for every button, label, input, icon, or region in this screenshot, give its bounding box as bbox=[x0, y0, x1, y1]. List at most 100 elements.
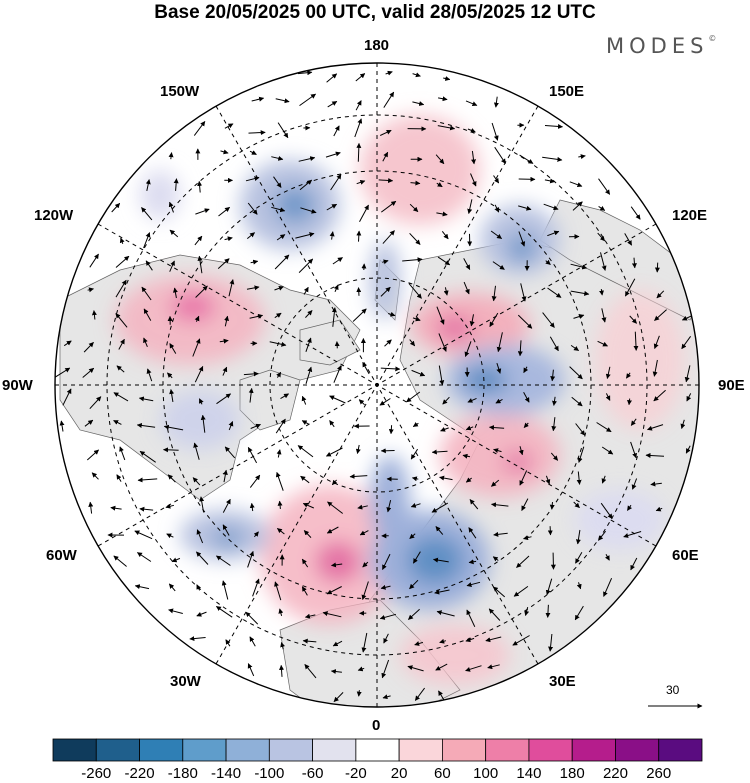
wind-vector bbox=[277, 122, 289, 139]
wind-vector bbox=[437, 125, 456, 131]
wind-vector bbox=[386, 499, 392, 513]
wind-vector bbox=[631, 478, 638, 490]
wind-vector bbox=[411, 476, 419, 482]
wind-vector bbox=[331, 479, 338, 486]
wind-vector bbox=[274, 312, 282, 319]
wind-vector bbox=[91, 310, 97, 320]
wind-vector bbox=[630, 441, 637, 459]
wind-vector bbox=[326, 203, 338, 211]
wind-vector bbox=[547, 287, 562, 298]
wind-vector bbox=[297, 70, 313, 76]
wind-vector bbox=[301, 586, 308, 596]
wind-vector bbox=[578, 154, 586, 160]
wind-vector bbox=[382, 230, 395, 244]
wind-vector bbox=[359, 204, 369, 222]
wind-vector bbox=[573, 501, 580, 509]
wind-vector bbox=[355, 100, 362, 111]
colorbar-label: 220 bbox=[602, 765, 628, 782]
wind-vector bbox=[570, 263, 588, 270]
wind-vector bbox=[356, 180, 366, 185]
wind-vector bbox=[523, 391, 530, 403]
wind-vector bbox=[172, 287, 178, 299]
wind-vector bbox=[545, 259, 551, 265]
wind-vector bbox=[330, 173, 342, 191]
wind-vector bbox=[137, 477, 158, 483]
wind-vector bbox=[569, 366, 583, 380]
wind-vector bbox=[624, 233, 633, 246]
wind-vector bbox=[383, 633, 389, 644]
graticule bbox=[55, 63, 699, 707]
wind-vector bbox=[327, 100, 338, 108]
wind-vector bbox=[326, 73, 338, 83]
wind-vector bbox=[301, 420, 310, 425]
wind-vector bbox=[195, 285, 208, 298]
wind-vector bbox=[304, 664, 317, 679]
wind-vector bbox=[333, 692, 344, 703]
wind-vector bbox=[605, 553, 610, 561]
wind-vector bbox=[492, 586, 506, 598]
wind-vector bbox=[438, 365, 445, 386]
wind-vector bbox=[469, 314, 475, 327]
wind-vector bbox=[224, 315, 229, 327]
wind-vector bbox=[382, 151, 389, 162]
wind-vector bbox=[115, 255, 130, 268]
wind-vector bbox=[496, 332, 503, 353]
wind-vector bbox=[598, 178, 611, 195]
wind-vector bbox=[412, 551, 421, 564]
wind-vector bbox=[548, 633, 554, 652]
map-title: Base 20/05/2025 00 UTC, valid 28/05/2025… bbox=[154, 2, 596, 23]
wind-vector bbox=[277, 500, 283, 509]
wind-vector bbox=[684, 365, 691, 383]
wind-vector bbox=[542, 156, 563, 162]
wind-vector bbox=[464, 341, 472, 357]
wind-vector bbox=[468, 559, 477, 565]
wind-vector bbox=[381, 659, 390, 679]
wind-vector bbox=[194, 365, 204, 383]
wind-vector bbox=[496, 362, 502, 374]
wind-vector bbox=[576, 471, 582, 485]
wind-vector bbox=[523, 535, 532, 541]
wind-vector bbox=[248, 387, 254, 403]
wind-vector bbox=[330, 669, 342, 674]
wind-vector bbox=[89, 396, 102, 410]
wind-vector bbox=[493, 175, 500, 184]
wind-vector bbox=[465, 477, 473, 483]
colorbar-swatch bbox=[52, 738, 97, 762]
wind-vector bbox=[438, 333, 447, 352]
wind-vector bbox=[624, 278, 636, 297]
wind-vector bbox=[570, 290, 590, 296]
wind-vector bbox=[331, 562, 343, 568]
wind-vector bbox=[197, 180, 203, 193]
wind-vector bbox=[570, 344, 580, 352]
wind-vector bbox=[600, 502, 613, 520]
wind-vector bbox=[412, 316, 421, 322]
wind-vector bbox=[412, 101, 425, 106]
lon-label-150e: 150E bbox=[549, 83, 585, 100]
wind-vector bbox=[196, 611, 207, 617]
wind-vector bbox=[249, 150, 257, 155]
colorbar-label: -220 bbox=[124, 765, 155, 782]
wind-vector bbox=[656, 290, 665, 299]
wind-vector bbox=[410, 448, 419, 460]
wind-vector bbox=[194, 235, 203, 246]
wind-vector bbox=[356, 230, 362, 242]
wind-vector bbox=[408, 283, 422, 299]
wind-vector bbox=[228, 421, 234, 431]
wind-vector bbox=[167, 372, 173, 379]
wind-vector bbox=[136, 423, 156, 428]
wind-vector bbox=[198, 398, 204, 405]
wind-vector bbox=[380, 584, 391, 590]
wind-vector bbox=[169, 343, 177, 354]
wind-vector bbox=[601, 475, 607, 484]
wind-vector bbox=[169, 389, 175, 402]
wind-vector bbox=[171, 557, 181, 563]
wind-vector bbox=[224, 446, 236, 459]
colorbar-swatch bbox=[95, 738, 140, 762]
wind-vector bbox=[436, 211, 448, 217]
wind-vector bbox=[519, 154, 534, 164]
wind-vector bbox=[598, 530, 606, 541]
wind-vector bbox=[247, 663, 255, 677]
wind-vector bbox=[63, 340, 72, 347]
wind-vector bbox=[361, 632, 368, 653]
